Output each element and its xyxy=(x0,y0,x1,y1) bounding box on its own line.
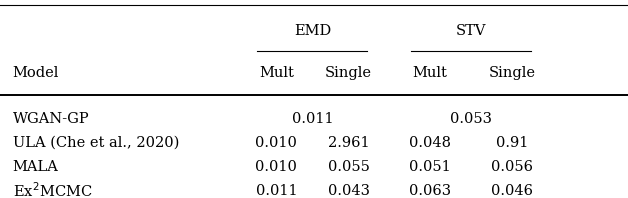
Text: Ex$^2$MCMC: Ex$^2$MCMC xyxy=(13,181,92,198)
Text: 0.056: 0.056 xyxy=(491,160,533,174)
Text: 0.053: 0.053 xyxy=(450,112,492,126)
Text: ULA (Che et al., 2020): ULA (Che et al., 2020) xyxy=(13,136,179,150)
Text: 0.046: 0.046 xyxy=(491,184,533,198)
Text: 2.961: 2.961 xyxy=(328,136,369,150)
Text: 0.043: 0.043 xyxy=(328,184,369,198)
Text: 0.91: 0.91 xyxy=(495,136,528,150)
Text: 0.010: 0.010 xyxy=(256,136,297,150)
Text: 0.048: 0.048 xyxy=(409,136,451,150)
Text: 0.063: 0.063 xyxy=(409,184,452,198)
Text: EMD: EMD xyxy=(294,24,331,38)
Text: MALA: MALA xyxy=(13,160,58,174)
Text: STV: STV xyxy=(456,24,486,38)
Text: Mult: Mult xyxy=(259,66,294,80)
Text: Mult: Mult xyxy=(413,66,448,80)
Text: 0.011: 0.011 xyxy=(291,112,333,126)
Text: WGAN-GP: WGAN-GP xyxy=(13,112,89,126)
Text: 0.011: 0.011 xyxy=(256,184,297,198)
Text: Single: Single xyxy=(325,66,372,80)
Text: 0.055: 0.055 xyxy=(328,160,369,174)
Text: 0.010: 0.010 xyxy=(256,160,297,174)
Text: Model: Model xyxy=(13,66,59,80)
Text: Single: Single xyxy=(489,66,535,80)
Text: 0.051: 0.051 xyxy=(409,160,451,174)
